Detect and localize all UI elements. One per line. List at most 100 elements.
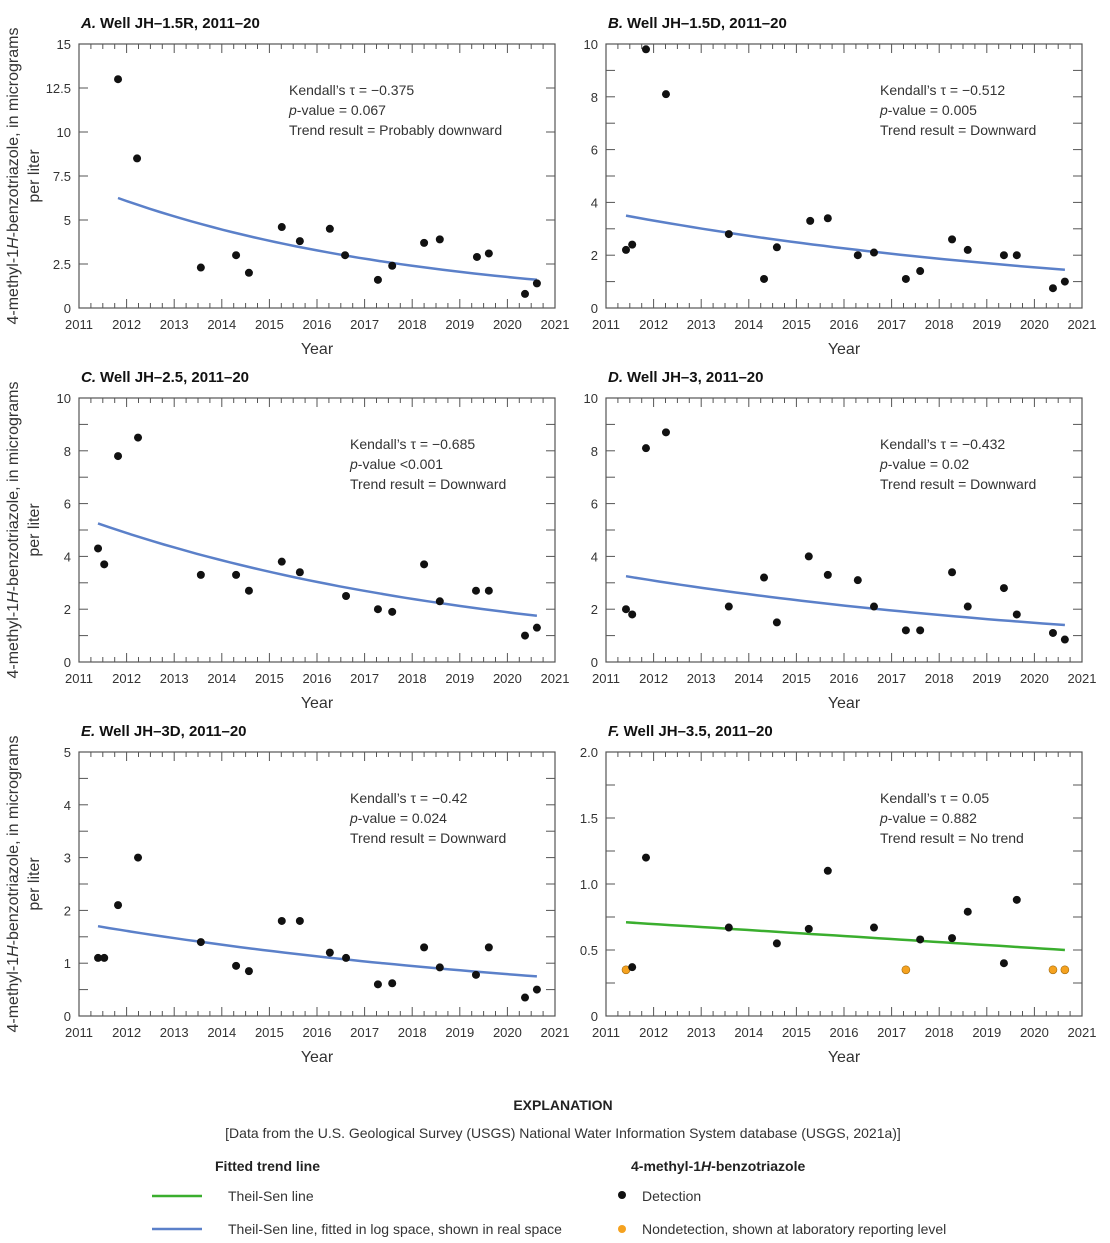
x-tick-label: 2016 (830, 1025, 859, 1040)
detection-point (948, 235, 957, 244)
detection-point (471, 970, 480, 979)
detection-point (772, 939, 781, 948)
detection-point (621, 605, 630, 614)
y-axis-label: 4-methyl-1H-benzotriazole, in micrograms (5, 382, 22, 679)
detection-point (484, 943, 493, 952)
x-tick-label: 2016 (303, 1025, 332, 1040)
plot-frame (605, 751, 1083, 1017)
detection-point (1012, 610, 1021, 619)
y-tick-label: 7.5 (53, 169, 71, 184)
x-tick-label: 2019 (972, 671, 1001, 686)
legend-item: Detection (642, 1188, 701, 1204)
y-tick-label: 1.0 (580, 877, 598, 892)
x-tick-label: 2015 (782, 1025, 811, 1040)
theil-sen-log-line (97, 924, 537, 978)
detection-point (94, 544, 103, 553)
detection-point (532, 985, 541, 994)
detection-point (342, 592, 351, 600)
panel-title-text: Well JH–3, 2011–20 (627, 369, 764, 386)
kendall-tau: Kendall’s τ = 0.05 (880, 790, 989, 806)
x-tick-label: 2015 (255, 671, 284, 686)
y-tick-label: 2 (64, 602, 71, 617)
x-tick-label: 2020 (1020, 317, 1049, 332)
y-tick-label: 0 (591, 655, 598, 670)
detection-point (295, 916, 304, 925)
panel-letter: D. (608, 369, 623, 386)
detection-point (901, 274, 910, 283)
x-tick-label: 2021 (541, 1025, 570, 1040)
y-axis-label-line2: per liter (26, 149, 43, 203)
x-tick-label: 2020 (1020, 671, 1049, 686)
detection-point (963, 602, 972, 611)
panel-letter: A. (80, 15, 96, 32)
x-tick-label: 2014 (207, 671, 236, 686)
x-tick-label: 2017 (350, 1025, 379, 1040)
detection-point (641, 444, 650, 453)
detection-point (869, 923, 878, 932)
detection-point (916, 267, 925, 276)
x-tick-label: 2014 (207, 317, 236, 332)
y-tick-label: 0 (591, 1009, 598, 1024)
x-tick-label: 2013 (160, 317, 189, 332)
detection-point (628, 963, 637, 972)
y-axis-label: 4-methyl-1H-benzotriazole, in micrograms (5, 28, 22, 325)
panel-title: A. Well JH–1.5R, 2011–20 (80, 15, 260, 32)
detection-point (114, 452, 123, 461)
detection-point (295, 568, 304, 577)
p-value: p-value = 0.882 (879, 810, 977, 826)
x-tick-label: 2016 (830, 317, 859, 332)
detection-point (373, 275, 382, 284)
x-tick-label: 2011 (592, 317, 620, 332)
detection-point (999, 584, 1008, 593)
x-tick-label: 2011 (65, 671, 93, 686)
plot-frame (78, 397, 556, 663)
detection-point (100, 953, 109, 962)
y-tick-label: 1 (64, 956, 71, 971)
detection-point (641, 45, 650, 54)
x-tick-label: 2019 (972, 1025, 1001, 1040)
detection-point (772, 618, 781, 627)
y-tick-label: 6 (64, 497, 71, 512)
y-tick-label: 10 (584, 37, 598, 52)
detection-point (388, 607, 397, 616)
detection-point (196, 570, 205, 579)
detection-point (804, 552, 813, 561)
detection-point (661, 428, 670, 437)
y-tick-label: 8 (591, 90, 598, 105)
detection-point (916, 935, 925, 944)
detection-point (484, 586, 493, 595)
detection-point (1048, 284, 1057, 293)
panel-b: B. Well JH–1.5D, 2011–20 2011 2012 2013 2014 2… (584, 15, 1097, 358)
detection-point (963, 907, 972, 916)
detection-point (628, 610, 637, 619)
x-tick-label: 2013 (160, 671, 189, 686)
theil-sen-log-line (117, 196, 538, 282)
detection-point (114, 75, 123, 84)
detection-point (277, 916, 286, 925)
x-tick-label: 2019 (972, 317, 1001, 332)
detection-point (532, 279, 541, 288)
y-tick-label: 2.5 (53, 257, 71, 272)
x-tick-label: 2013 (687, 1025, 716, 1040)
p-value: p-value <0.001 (349, 456, 443, 472)
x-tick-label: 2017 (877, 1025, 906, 1040)
detection-point (661, 90, 670, 99)
legend-item: Theil-Sen line, fitted in log space, sho… (228, 1221, 562, 1237)
trend-result: Trend result = Downward (350, 830, 506, 846)
kendall-tau: Kendall’s τ = −0.42 (350, 790, 468, 806)
detection-point (999, 959, 1008, 968)
panel-f: F. Well JH–3.5, 2011–20 2011 2012 2013 2014 20… (580, 723, 1097, 1066)
x-tick-label: 2014 (734, 317, 763, 332)
detection-point (853, 251, 862, 260)
panel-title: B. Well JH–1.5D, 2011–20 (608, 15, 787, 32)
y-tick-label: 4 (64, 549, 71, 564)
x-axis-label: Year (828, 695, 861, 712)
detection-point (999, 251, 1008, 260)
detection-point (948, 934, 957, 943)
detection-point (94, 953, 103, 962)
detection-point (823, 570, 832, 579)
panel-title-text: Well JH–3.5, 2011–20 (624, 723, 773, 740)
